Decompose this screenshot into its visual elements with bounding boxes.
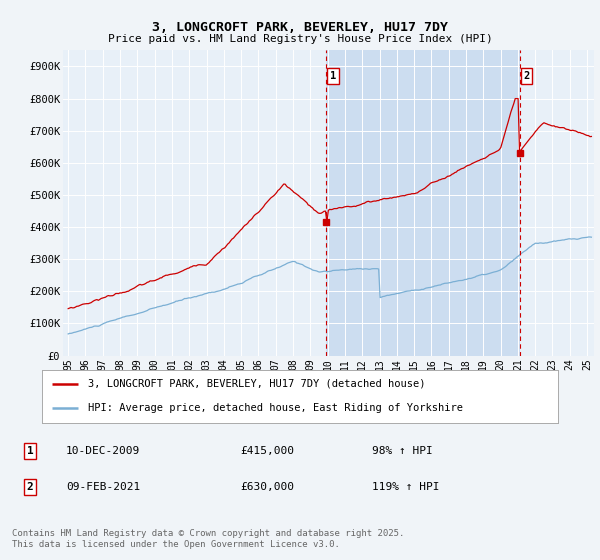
Text: HPI: Average price, detached house, East Riding of Yorkshire: HPI: Average price, detached house, East… [88, 403, 463, 413]
Text: Price paid vs. HM Land Registry's House Price Index (HPI): Price paid vs. HM Land Registry's House … [107, 34, 493, 44]
Text: 1: 1 [330, 71, 336, 81]
Text: 1: 1 [26, 446, 34, 456]
Text: 98% ↑ HPI: 98% ↑ HPI [372, 446, 433, 456]
Text: 2: 2 [523, 71, 530, 81]
Text: £415,000: £415,000 [240, 446, 294, 456]
Text: 2: 2 [26, 482, 34, 492]
Text: 3, LONGCROFT PARK, BEVERLEY, HU17 7DY: 3, LONGCROFT PARK, BEVERLEY, HU17 7DY [152, 21, 448, 34]
Bar [326, 50, 520, 356]
Text: Contains HM Land Registry data © Crown copyright and database right 2025.
This d: Contains HM Land Registry data © Crown c… [12, 529, 404, 549]
Text: 3, LONGCROFT PARK, BEVERLEY, HU17 7DY (detached house): 3, LONGCROFT PARK, BEVERLEY, HU17 7DY (d… [88, 379, 426, 389]
Text: 119% ↑ HPI: 119% ↑ HPI [372, 482, 439, 492]
Text: £630,000: £630,000 [240, 482, 294, 492]
Text: 09-FEB-2021: 09-FEB-2021 [66, 482, 140, 492]
Text: 10-DEC-2009: 10-DEC-2009 [66, 446, 140, 456]
